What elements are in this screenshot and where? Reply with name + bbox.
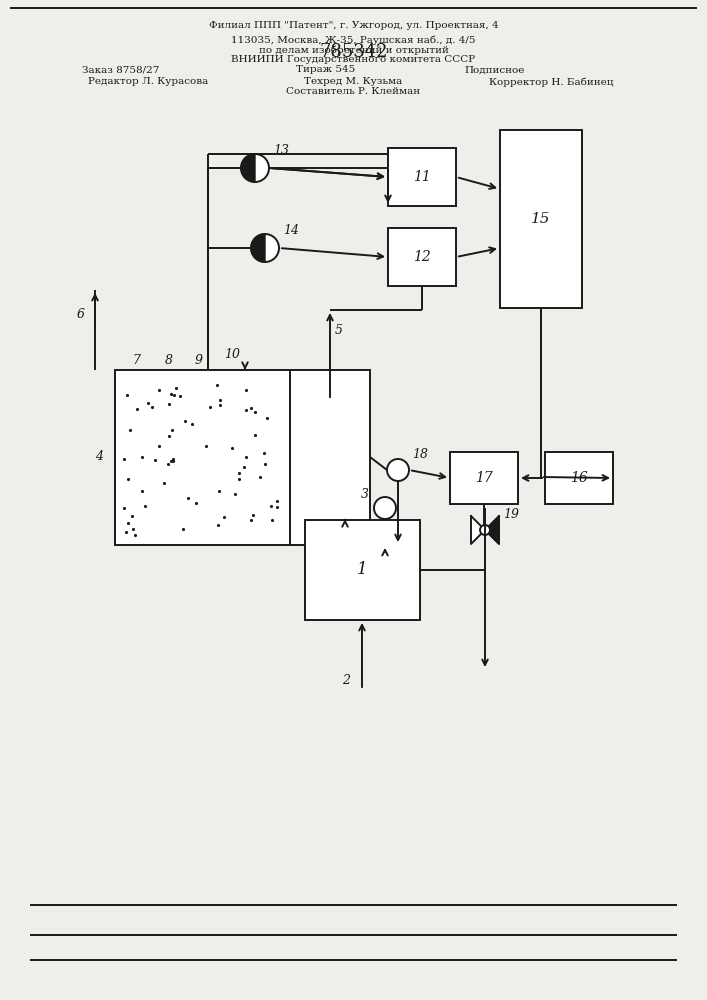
- Text: 4: 4: [95, 450, 103, 464]
- Circle shape: [480, 525, 490, 535]
- Text: Составитель Р. Клейман: Составитель Р. Клейман: [286, 88, 421, 97]
- Text: 785342: 785342: [320, 43, 387, 61]
- Bar: [115, 370, 290, 545]
- Text: по делам изобретений и открытий: по делам изобретений и открытий: [259, 45, 448, 55]
- Text: 10: 10: [224, 349, 240, 361]
- Text: 6: 6: [77, 308, 85, 322]
- Text: 113035, Москва, Ж-35, Раушская наб., д. 4/5: 113035, Москва, Ж-35, Раушская наб., д. …: [231, 35, 476, 45]
- Bar: [500, 130, 582, 308]
- Text: Подписное: Подписное: [464, 66, 525, 75]
- Polygon shape: [471, 516, 485, 544]
- Text: Редактор Л. Курасова: Редактор Л. Курасова: [88, 78, 209, 87]
- Bar: [450, 452, 518, 504]
- Bar: [388, 228, 456, 286]
- Text: 14: 14: [283, 224, 299, 236]
- Circle shape: [387, 459, 409, 481]
- Polygon shape: [485, 516, 499, 544]
- Text: 5: 5: [335, 324, 343, 336]
- Bar: [545, 452, 613, 504]
- Text: 12: 12: [413, 250, 431, 264]
- Text: 13: 13: [273, 143, 289, 156]
- Text: 2: 2: [342, 674, 350, 686]
- Bar: [305, 520, 420, 620]
- Text: 3: 3: [361, 488, 369, 500]
- Text: Заказ 8758/27: Заказ 8758/27: [81, 66, 159, 75]
- Circle shape: [251, 234, 279, 262]
- Polygon shape: [241, 154, 255, 182]
- Text: 18: 18: [412, 448, 428, 460]
- Text: Корректор Н. Бабинец: Корректор Н. Бабинец: [489, 77, 614, 87]
- Text: 17: 17: [475, 471, 493, 485]
- Polygon shape: [251, 234, 265, 262]
- Text: Техред М. Кузьма: Техред М. Кузьма: [305, 78, 402, 87]
- Text: Тираж 545: Тираж 545: [296, 66, 355, 75]
- Text: 8: 8: [165, 354, 173, 366]
- Text: 16: 16: [570, 471, 588, 485]
- Text: 9: 9: [195, 354, 203, 366]
- Circle shape: [241, 154, 269, 182]
- Text: 15: 15: [531, 212, 551, 226]
- Text: ВНИИПИ Государственного комитета СССР: ВНИИПИ Государственного комитета СССР: [231, 55, 476, 64]
- Circle shape: [374, 497, 396, 519]
- Bar: [290, 370, 370, 545]
- Text: 11: 11: [413, 170, 431, 184]
- Bar: [388, 148, 456, 206]
- Text: 7: 7: [132, 354, 140, 366]
- Text: Филиал ППП "Патент", г. Ужгород, ул. Проектная, 4: Филиал ППП "Патент", г. Ужгород, ул. Про…: [209, 21, 498, 30]
- Text: 1: 1: [357, 562, 368, 578]
- Text: 19: 19: [503, 508, 519, 520]
